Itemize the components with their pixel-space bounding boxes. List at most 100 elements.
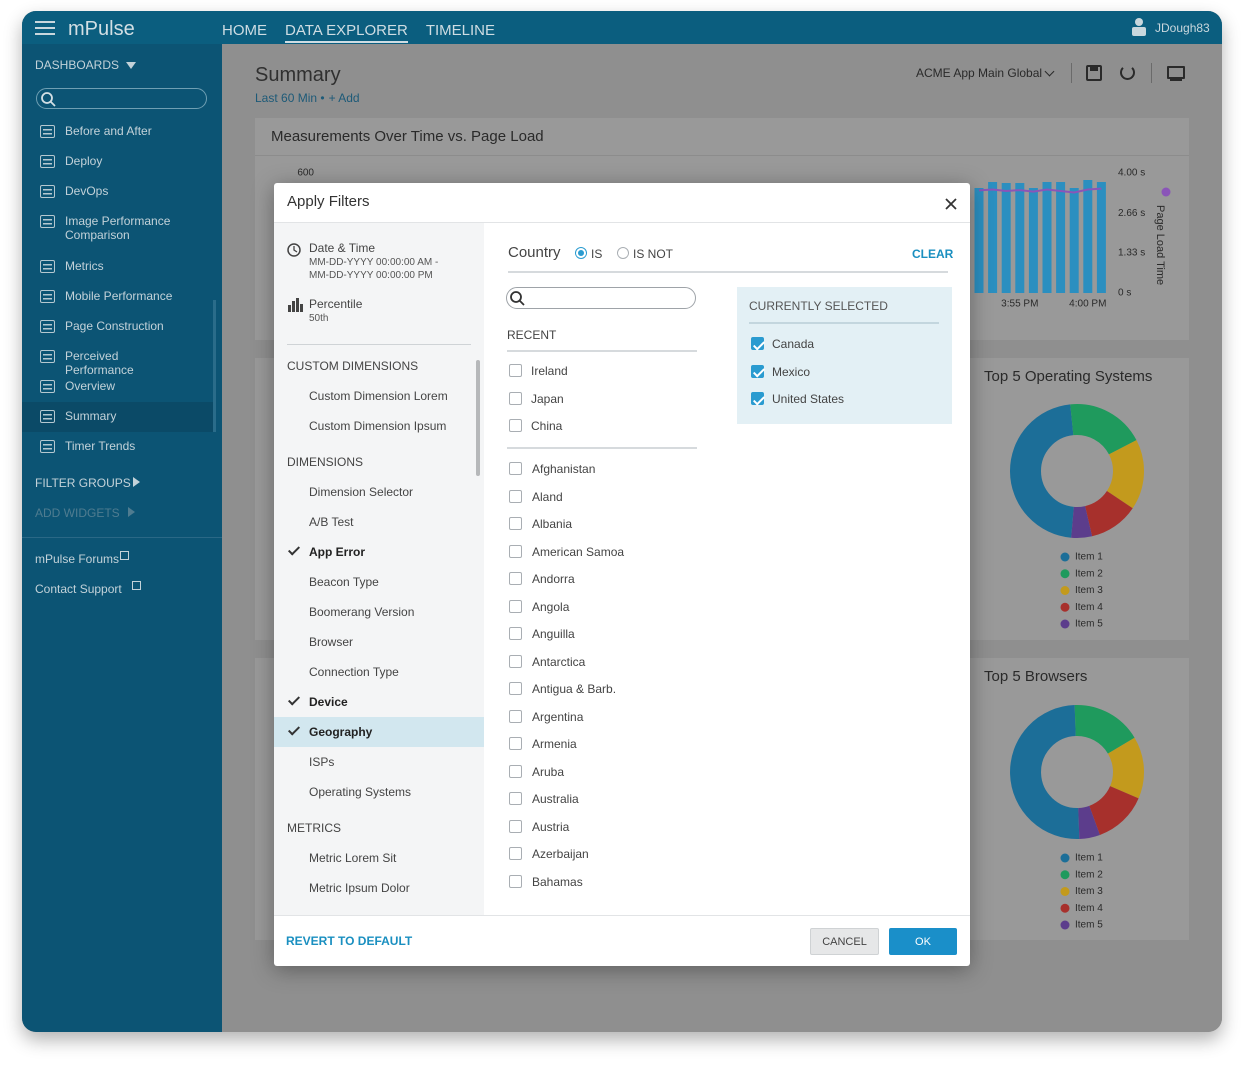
country-option[interactable]: Afghanistan — [532, 462, 596, 476]
search-input[interactable] — [506, 287, 696, 309]
checkbox[interactable] — [509, 847, 522, 860]
filter-item[interactable]: Custom Dimension Ipsum — [309, 419, 447, 433]
country-option[interactable]: Angola — [532, 599, 570, 614]
dashboard-link[interactable]: Summary — [65, 409, 117, 423]
checkbox[interactable] — [509, 874, 522, 888]
country-option[interactable]: Anguilla — [532, 627, 575, 641]
radio-button[interactable] — [617, 247, 629, 259]
dashboard-link[interactable]: Before and After — [65, 124, 152, 138]
filter-label[interactable]: Date & Time — [309, 241, 376, 255]
operator-label[interactable]: IS NOT — [633, 247, 674, 261]
filter-item[interactable]: Metric Ipsum Dolor — [309, 881, 410, 895]
operator-label[interactable]: IS — [591, 247, 603, 261]
sidebar-search[interactable] — [36, 88, 207, 109]
checkbox[interactable] — [751, 392, 765, 406]
country-option[interactable]: American Samoa — [532, 544, 625, 559]
clear-button[interactable]: CLEAR — [912, 247, 954, 261]
filter-item[interactable]: Operating Systems — [309, 785, 412, 799]
dashboard-link[interactable]: Perceived Performance — [65, 349, 134, 377]
country-option[interactable]: Ireland — [531, 364, 568, 378]
close-button[interactable] — [942, 195, 960, 213]
checkbox[interactable] — [509, 391, 522, 405]
refresh-button[interactable] — [1120, 65, 1135, 80]
filter-label[interactable]: Percentile — [309, 297, 363, 311]
country-option[interactable]: Bahamas — [532, 874, 583, 889]
checkbox[interactable] — [509, 819, 522, 833]
country-option[interactable]: China — [531, 419, 563, 433]
ok-button[interactable]: OK — [889, 928, 957, 955]
country-option[interactable]: Aruba — [532, 764, 565, 779]
sidebar-heading[interactable]: FILTER GROUPS — [35, 476, 131, 490]
filter-item[interactable]: Geography — [309, 725, 373, 739]
country-option[interactable]: Antarctica — [532, 654, 586, 669]
save-button[interactable] — [1086, 65, 1102, 81]
checkbox[interactable] — [509, 599, 522, 613]
filter-item[interactable]: Beacon Type — [309, 575, 379, 589]
country-option[interactable]: Japan — [531, 391, 564, 406]
filter-item[interactable]: A/B Test — [309, 515, 354, 529]
checkbox[interactable] — [509, 517, 522, 530]
nav-tab[interactable]: TIMELINE — [425, 22, 495, 39]
filter-item[interactable]: ISPs — [309, 755, 335, 769]
checkbox[interactable] — [509, 364, 522, 377]
checkbox[interactable] — [509, 627, 522, 640]
checkbox[interactable] — [509, 764, 522, 778]
country-option[interactable]: Austria — [532, 819, 570, 834]
checkbox[interactable] — [509, 544, 522, 558]
filter-item[interactable]: Boomerang Version — [309, 605, 415, 619]
card-title: Top 5 Operating Systems — [984, 368, 1153, 385]
country-option[interactable]: Australia — [532, 792, 579, 806]
checkbox[interactable] — [509, 419, 522, 432]
dashboard-link[interactable]: Metrics — [65, 259, 104, 273]
dashboard-link[interactable]: Overview — [65, 379, 116, 393]
checkbox[interactable] — [751, 337, 765, 351]
display-button[interactable] — [1167, 66, 1185, 79]
sidebar-link[interactable]: Contact Support — [35, 582, 122, 596]
filter-item[interactable]: Metric Lorem Sit — [309, 851, 397, 865]
filter-item[interactable]: Device — [309, 695, 348, 709]
country-option[interactable]: Andorra — [532, 572, 575, 586]
selected-panel — [737, 287, 952, 424]
sidebar-link[interactable]: mPulse Forums — [35, 552, 120, 566]
selected-country[interactable]: Mexico — [772, 364, 811, 379]
dashboard-link[interactable]: Timer Trends — [65, 439, 136, 453]
cancel-button[interactable]: CANCEL — [810, 928, 879, 955]
nav-tab[interactable]: DATA EXPLORER — [285, 21, 408, 43]
checkbox[interactable] — [509, 462, 522, 475]
selected-country[interactable]: Canada — [772, 337, 815, 351]
country-option[interactable]: Antigua & Barb. — [532, 682, 617, 696]
checkbox[interactable] — [509, 572, 522, 585]
country-option[interactable]: Aland — [532, 489, 563, 504]
filter-item[interactable]: Connection Type — [309, 665, 399, 679]
dashboard-link[interactable]: Image Performance Comparison — [65, 214, 171, 242]
user-name[interactable]: JDough83 — [1155, 21, 1210, 35]
checkbox[interactable] — [509, 792, 522, 805]
checkbox[interactable] — [509, 489, 522, 503]
checkbox[interactable] — [509, 709, 522, 723]
time-range-label[interactable]: Last 60 Min • — [255, 91, 325, 105]
country-option[interactable]: Azerbaijan — [532, 847, 589, 861]
dashboard-icon — [40, 185, 55, 198]
dashboard-link[interactable]: Mobile Performance — [65, 289, 173, 303]
app-selector[interactable]: ACME App Main Global — [916, 66, 1043, 80]
filter-item[interactable]: Dimension Selector — [309, 485, 414, 499]
nav-tab[interactable]: HOME — [222, 22, 267, 39]
filter-item[interactable]: Browser — [309, 635, 354, 649]
sidebar-heading[interactable]: DASHBOARDS — [35, 58, 120, 72]
checkbox[interactable] — [509, 737, 522, 750]
revert-button[interactable]: REVERT TO DEFAULT — [286, 934, 413, 948]
radio-button[interactable] — [575, 247, 587, 259]
dashboard-link[interactable]: DevOps — [65, 184, 109, 198]
country-option[interactable]: Albania — [532, 517, 573, 531]
checkbox[interactable] — [509, 654, 522, 668]
filter-item[interactable]: App Error — [309, 545, 366, 559]
dashboard-link[interactable]: Page Construction — [65, 319, 164, 333]
country-option[interactable]: Argentina — [532, 709, 584, 724]
dashboard-link[interactable]: Deploy — [65, 154, 103, 168]
add-filter[interactable]: + Add — [328, 91, 360, 105]
filter-item[interactable]: Custom Dimension Lorem — [309, 389, 448, 403]
checkbox[interactable] — [509, 682, 522, 695]
checkbox[interactable] — [751, 364, 765, 378]
selected-country[interactable]: United States — [772, 392, 845, 406]
country-option[interactable]: Armenia — [532, 737, 577, 751]
